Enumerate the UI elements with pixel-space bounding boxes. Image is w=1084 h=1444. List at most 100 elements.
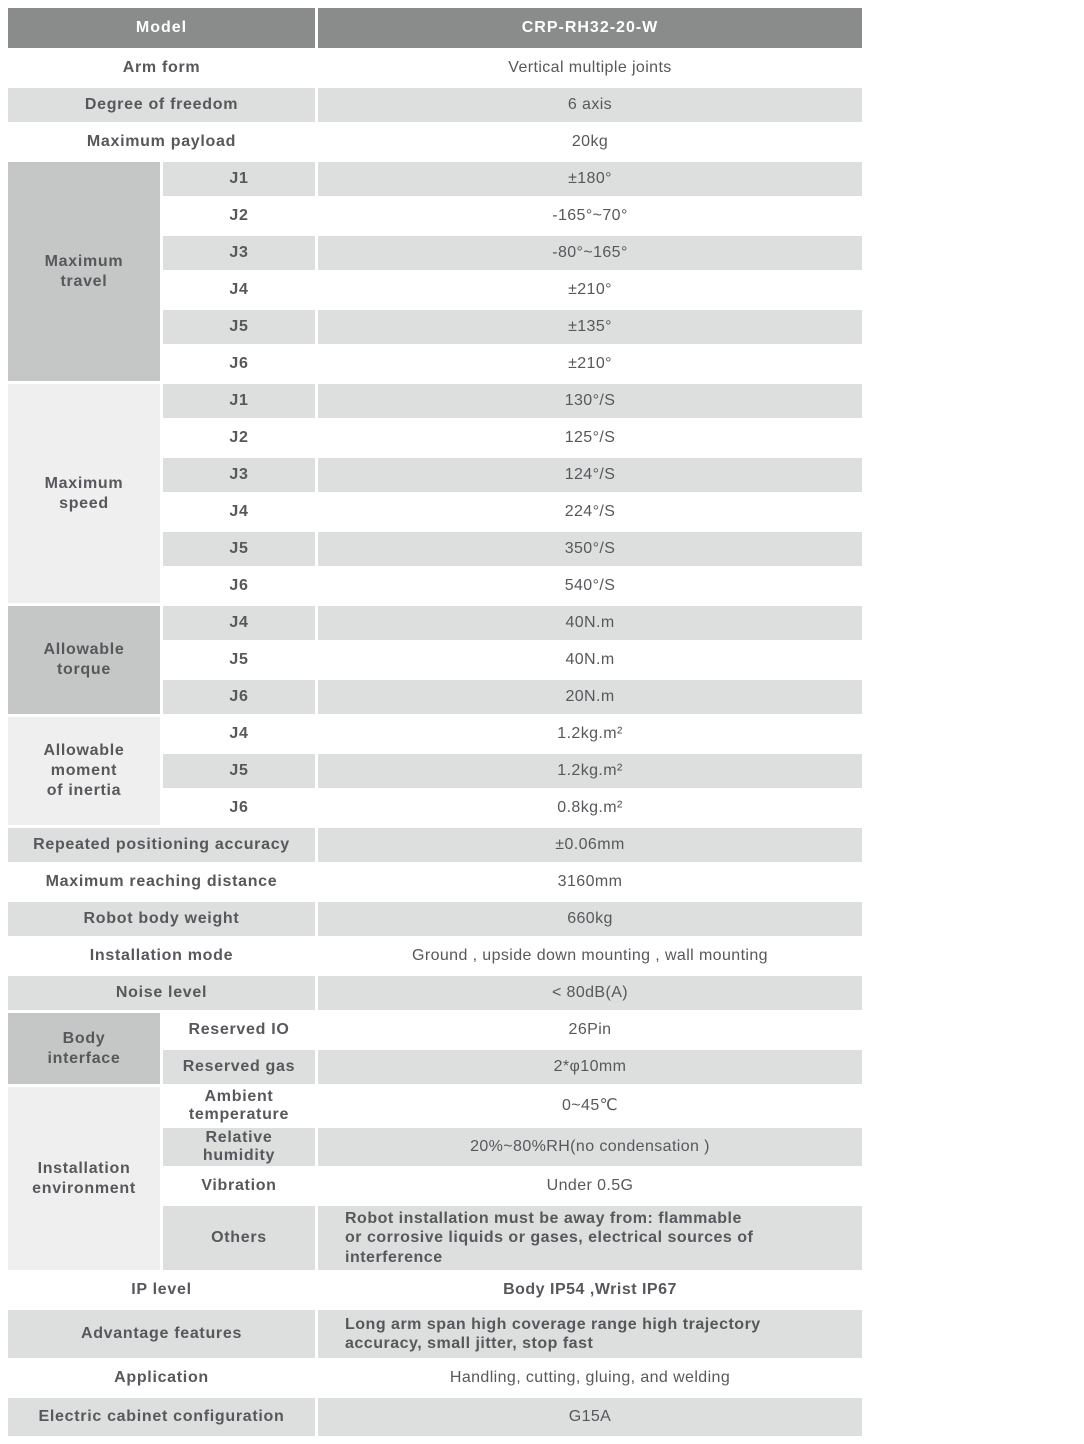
row-ambient-temperature: Ambient temperature 0~45℃ xyxy=(163,1087,862,1125)
joint-value: 125°/S xyxy=(318,421,862,455)
installation-environment-group-label: Installation environment xyxy=(8,1087,160,1270)
row-ip-level: IP level Body IP54 ,Wrist IP67 xyxy=(8,1273,862,1307)
group-body-interface: Body interface Reserved IO 26Pin Reserve… xyxy=(8,1013,862,1084)
others-value: Robot installation must be away from: fl… xyxy=(318,1206,862,1270)
advantage-features-label: Advantage features xyxy=(8,1310,315,1358)
maximum-speed-group-label: Maximum speed xyxy=(8,384,160,603)
joint-value: ±135° xyxy=(318,310,862,344)
joint-label: J5 xyxy=(163,754,315,788)
group-allowable-inertia: Allowable moment of inertia J4 1.2kg.m² … xyxy=(8,717,862,825)
joint-row-speed-j6: J6 540°/S xyxy=(163,569,862,603)
arm-form-value: Vertical multiple joints xyxy=(318,51,862,85)
row-advantage-features: Advantage features Long arm span high co… xyxy=(8,1310,862,1358)
allowable-torque-group-label: Allowable torque xyxy=(8,606,160,714)
row-reserved-gas: Reserved gas 2*φ10mm xyxy=(163,1050,862,1084)
joint-row-inertia-j5: J5 1.2kg.m² xyxy=(163,754,862,788)
joint-row-inertia-j6: J6 0.8kg.m² xyxy=(163,791,862,825)
joint-label: J6 xyxy=(163,680,315,714)
joint-row-speed-j1: J1 130°/S xyxy=(163,384,862,418)
joint-row-torque-j6: J6 20N.m xyxy=(163,680,862,714)
joint-label: J1 xyxy=(163,162,315,196)
joint-row-travel-j6: J6 ±210° xyxy=(163,347,862,381)
row-application: Application Handling, cutting, gluing, a… xyxy=(8,1361,862,1395)
others-label: Others xyxy=(163,1206,315,1270)
row-installation-mode: Installation mode Ground , upside down m… xyxy=(8,939,862,973)
noise-level-label: Noise level xyxy=(8,976,315,1010)
joint-value: ±210° xyxy=(318,273,862,307)
arm-form-label: Arm form xyxy=(8,51,315,85)
joint-label: J3 xyxy=(163,458,315,492)
joint-value: 224°/S xyxy=(318,495,862,529)
installation-mode-label: Installation mode xyxy=(8,939,315,973)
joint-value: ±180° xyxy=(318,162,862,196)
joint-label: J4 xyxy=(163,717,315,751)
allowable-inertia-group-label: Allowable moment of inertia xyxy=(8,717,160,825)
reserved-gas-label: Reserved gas xyxy=(163,1050,315,1084)
positioning-accuracy-value: ±0.06mm xyxy=(318,828,862,862)
joint-label: J2 xyxy=(163,199,315,233)
joint-row-inertia-j4: J4 1.2kg.m² xyxy=(163,717,862,751)
joint-row-torque-j5: J5 40N.m xyxy=(163,643,862,677)
row-body-weight: Robot body weight 660kg xyxy=(8,902,862,936)
group-allowable-torque: Allowable torque J4 40N.m J5 40N.m J6 20… xyxy=(8,606,862,714)
group-maximum-speed: Maximum speed J1 130°/S J2 125°/S J3 124… xyxy=(8,384,862,603)
maximum-payload-value: 20kg xyxy=(318,125,862,159)
vibration-value: Under 0.5G xyxy=(318,1169,862,1203)
installation-mode-value: Ground , upside down mounting , wall mou… xyxy=(318,939,862,973)
row-electric-cabinet: Electric cabinet configuration G15A xyxy=(8,1398,862,1436)
vibration-label: Vibration xyxy=(163,1169,315,1203)
joint-label: J3 xyxy=(163,236,315,270)
application-label: Application xyxy=(8,1361,315,1395)
joint-value: 40N.m xyxy=(318,643,862,677)
application-value: Handling, cutting, gluing, and welding xyxy=(318,1361,862,1395)
group-maximum-travel: Maximum travel J1 ±180° J2 -165°~70° J3 … xyxy=(8,162,862,381)
row-reserved-io: Reserved IO 26Pin xyxy=(163,1013,862,1047)
noise-level-value: < 80dB(A) xyxy=(318,976,862,1010)
model-value-cell: CRP-RH32-20-W xyxy=(318,8,862,48)
table-header-row: Model CRP-RH32-20-W xyxy=(8,8,862,48)
group-installation-environment: Installation environment Ambient tempera… xyxy=(8,1087,862,1270)
degree-of-freedom-value: 6 axis xyxy=(318,88,862,122)
electric-cabinet-label: Electric cabinet configuration xyxy=(8,1398,315,1436)
ip-level-value: Body IP54 ,Wrist IP67 xyxy=(318,1273,862,1307)
row-relative-humidity: Relative humidity 20%~80%RH(no condensat… xyxy=(163,1128,862,1166)
ambient-temperature-label: Ambient temperature xyxy=(163,1087,315,1125)
joint-label: J6 xyxy=(163,347,315,381)
joint-value: 124°/S xyxy=(318,458,862,492)
row-positioning-accuracy: Repeated positioning accuracy ±0.06mm xyxy=(8,828,862,862)
joint-row-travel-j3: J3 -80°~165° xyxy=(163,236,862,270)
relative-humidity-label: Relative humidity xyxy=(163,1128,315,1166)
row-maximum-payload: Maximum payload 20kg xyxy=(8,125,862,159)
electric-cabinet-value: G15A xyxy=(318,1398,862,1436)
joint-value: ±210° xyxy=(318,347,862,381)
joint-label: J6 xyxy=(163,791,315,825)
spec-table: Model CRP-RH32-20-W Arm form Vertical mu… xyxy=(8,8,862,1436)
row-degree-of-freedom: Degree of freedom 6 axis xyxy=(8,88,862,122)
reserved-gas-value: 2*φ10mm xyxy=(318,1050,862,1084)
positioning-accuracy-label: Repeated positioning accuracy xyxy=(8,828,315,862)
joint-label: J4 xyxy=(163,606,315,640)
row-reaching-distance: Maximum reaching distance 3160mm xyxy=(8,865,862,899)
joint-row-speed-j2: J2 125°/S xyxy=(163,421,862,455)
joint-value: -165°~70° xyxy=(318,199,862,233)
ambient-temperature-value: 0~45℃ xyxy=(318,1087,862,1125)
joint-row-torque-j4: J4 40N.m xyxy=(163,606,862,640)
joint-row-speed-j3: J3 124°/S xyxy=(163,458,862,492)
maximum-travel-group-label: Maximum travel xyxy=(8,162,160,381)
joint-value: -80°~165° xyxy=(318,236,862,270)
joint-value: 1.2kg.m² xyxy=(318,717,862,751)
joint-row-speed-j5: J5 350°/S xyxy=(163,532,862,566)
reaching-distance-label: Maximum reaching distance xyxy=(8,865,315,899)
joint-row-travel-j5: J5 ±135° xyxy=(163,310,862,344)
joint-value: 0.8kg.m² xyxy=(318,791,862,825)
joint-value: 1.2kg.m² xyxy=(318,754,862,788)
joint-value: 20N.m xyxy=(318,680,862,714)
body-weight-label: Robot body weight xyxy=(8,902,315,936)
joint-label: J5 xyxy=(163,310,315,344)
joint-label: J2 xyxy=(163,421,315,455)
joint-label: J5 xyxy=(163,643,315,677)
joint-row-speed-j4: J4 224°/S xyxy=(163,495,862,529)
ip-level-label: IP level xyxy=(8,1273,315,1307)
joint-label: J1 xyxy=(163,384,315,418)
